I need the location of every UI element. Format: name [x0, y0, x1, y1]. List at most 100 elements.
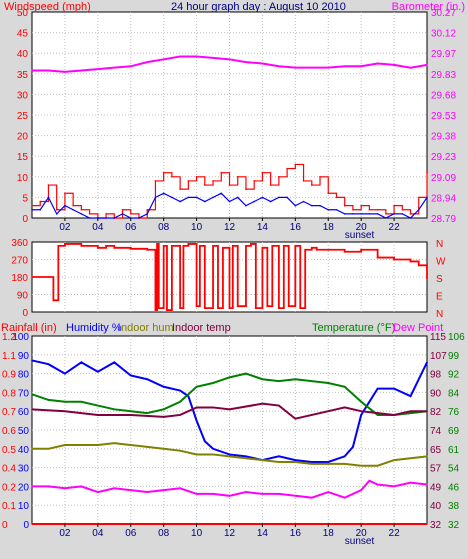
average-wind-line-point	[286, 196, 288, 199]
humidity-line-point	[97, 370, 99, 373]
dew-point-line-point	[426, 483, 428, 486]
dew-point-line-point	[162, 489, 165, 491]
average-wind-line-point	[212, 196, 214, 199]
wind-direction-line-point	[166, 309, 168, 311]
windspeed-tick-label: 30	[17, 90, 29, 101]
indoor-temp-line-point	[294, 417, 297, 420]
gust-line-point	[162, 171, 165, 174]
dew-point-line-point	[409, 481, 412, 484]
rainfall-tick-label: 0.4	[2, 464, 16, 475]
indoor-temp-line	[31, 402, 427, 420]
barometer-tick-label: 29.53	[431, 111, 456, 122]
indoor-humidity-line-point	[426, 455, 428, 458]
barometer-line-point	[327, 66, 330, 69]
humidity-tick-label: 90	[18, 351, 30, 362]
average-wind-line-point	[47, 196, 50, 199]
humidity-line-point	[129, 374, 132, 377]
humidity-line-point	[31, 359, 33, 362]
rainfall-axis-label: Rainfall (in)	[1, 322, 57, 334]
temp-hum-x-tick-label: 06	[125, 528, 137, 539]
wind-direction-line-point	[304, 248, 307, 251]
dew-point-line-point	[261, 493, 264, 495]
wind-direction-line-point	[245, 245, 247, 247]
direction-tick-label: 90	[17, 291, 29, 302]
indoor-temp-line-point	[426, 410, 428, 413]
windspeed-tick-label: 50	[17, 8, 29, 19]
barometer-line-point	[162, 58, 165, 61]
wind-direction-line-point	[212, 245, 214, 247]
wind-direction-line-point	[261, 247, 264, 249]
wind-direction-line-point	[187, 243, 190, 245]
temp-hum-ticks: 0 0.1 0.2 0.4 0.5 0.6 0.7 0.8 0.9 1.1 1.2 0 10 20 30 40…	[2, 332, 465, 531]
indoor-humidity-line-point	[162, 448, 165, 450]
temperature-line-point	[162, 408, 165, 411]
gust-line-point	[204, 184, 206, 186]
average-wind-line-point	[162, 192, 165, 195]
gust-line-point	[195, 176, 198, 178]
barometer-tick-label: 28.94	[431, 193, 456, 204]
temp-hum-x-tick-label: 22	[389, 528, 401, 539]
dew-point-line-point	[179, 487, 181, 490]
average-wind-line-point	[294, 204, 297, 207]
windspeed-axis-label: Windspeed (mph)	[4, 1, 91, 13]
indoor-temp-line-point	[97, 414, 99, 416]
humidity-tick-label: 70	[18, 388, 30, 399]
temperature-line-point	[245, 372, 247, 375]
indoor-temp-line-point	[393, 414, 395, 416]
direction-series	[31, 243, 428, 311]
temperature-tick-label-a: 98	[430, 370, 442, 381]
windspeed-tick-label: 5	[22, 193, 28, 204]
average-wind-line-point	[121, 213, 124, 215]
temperature-tick-label-a: 57	[430, 464, 442, 475]
temperature-line-point	[47, 399, 50, 401]
temperature-line-point	[327, 382, 330, 384]
temperature-tick-label-b: 106	[448, 332, 465, 343]
dew-point-line-point	[327, 491, 330, 493]
temperature-tick-label-a: 107	[430, 351, 447, 362]
gust-line-point	[31, 204, 33, 207]
humidity-line	[31, 359, 428, 463]
humidity-line-point	[204, 440, 206, 443]
rainfall-tick-label: 0.8	[2, 388, 16, 399]
temperature-tick-label-b: 32	[448, 520, 460, 531]
compass-label: S	[436, 274, 443, 285]
humidity-line-point	[327, 461, 330, 463]
average-wind-line-point	[31, 208, 33, 211]
average-wind-line-point	[113, 217, 116, 219]
wind-baro-x-tick-label: 10	[191, 222, 203, 233]
gust-line-point	[278, 176, 280, 178]
humidity-line-point	[47, 363, 50, 366]
humidity-tick-label: 0	[23, 520, 29, 531]
wind-direction-line-point	[31, 276, 33, 278]
gust-line-point	[228, 184, 231, 186]
indoor-humidity-line-point	[113, 442, 116, 444]
direction-ticks: 0 90 180 270 360	[11, 238, 28, 319]
wind-direction-line-point	[409, 260, 412, 263]
wind-baro-x-tick-label: 06	[125, 222, 137, 233]
wind-direction-line-point	[271, 245, 274, 247]
barometer-line-point	[179, 55, 181, 58]
gust-line-point	[236, 176, 239, 178]
humidity-line-point	[360, 414, 362, 416]
compass-label: E	[436, 292, 443, 303]
barometer-tick-label: 30.12	[431, 29, 456, 40]
average-wind-line-point	[171, 196, 173, 199]
barometer-line-point	[278, 65, 280, 68]
rainfall-tick-label: 1.1	[2, 351, 16, 362]
wind-direction-line-point	[182, 245, 185, 247]
humidity-tick-label: 50	[18, 426, 30, 437]
average-wind-line-point	[335, 208, 338, 211]
indoor-temp-line-point	[261, 402, 264, 405]
gust-line-point	[319, 176, 321, 178]
barometer-line-point	[376, 62, 379, 65]
dew-point-line-point	[64, 487, 66, 490]
temperature-line-point	[195, 385, 198, 388]
temperature-tick-label-b: 84	[448, 388, 460, 399]
temp-hum-x-tick-label: 04	[92, 528, 104, 539]
dew-point-axis-label: Dew Point	[393, 322, 443, 334]
windspeed-tick-label: 10	[17, 173, 29, 184]
barometer-line-point	[393, 64, 395, 66]
gust-line-point	[47, 184, 50, 186]
average-wind-line-point	[261, 196, 264, 199]
